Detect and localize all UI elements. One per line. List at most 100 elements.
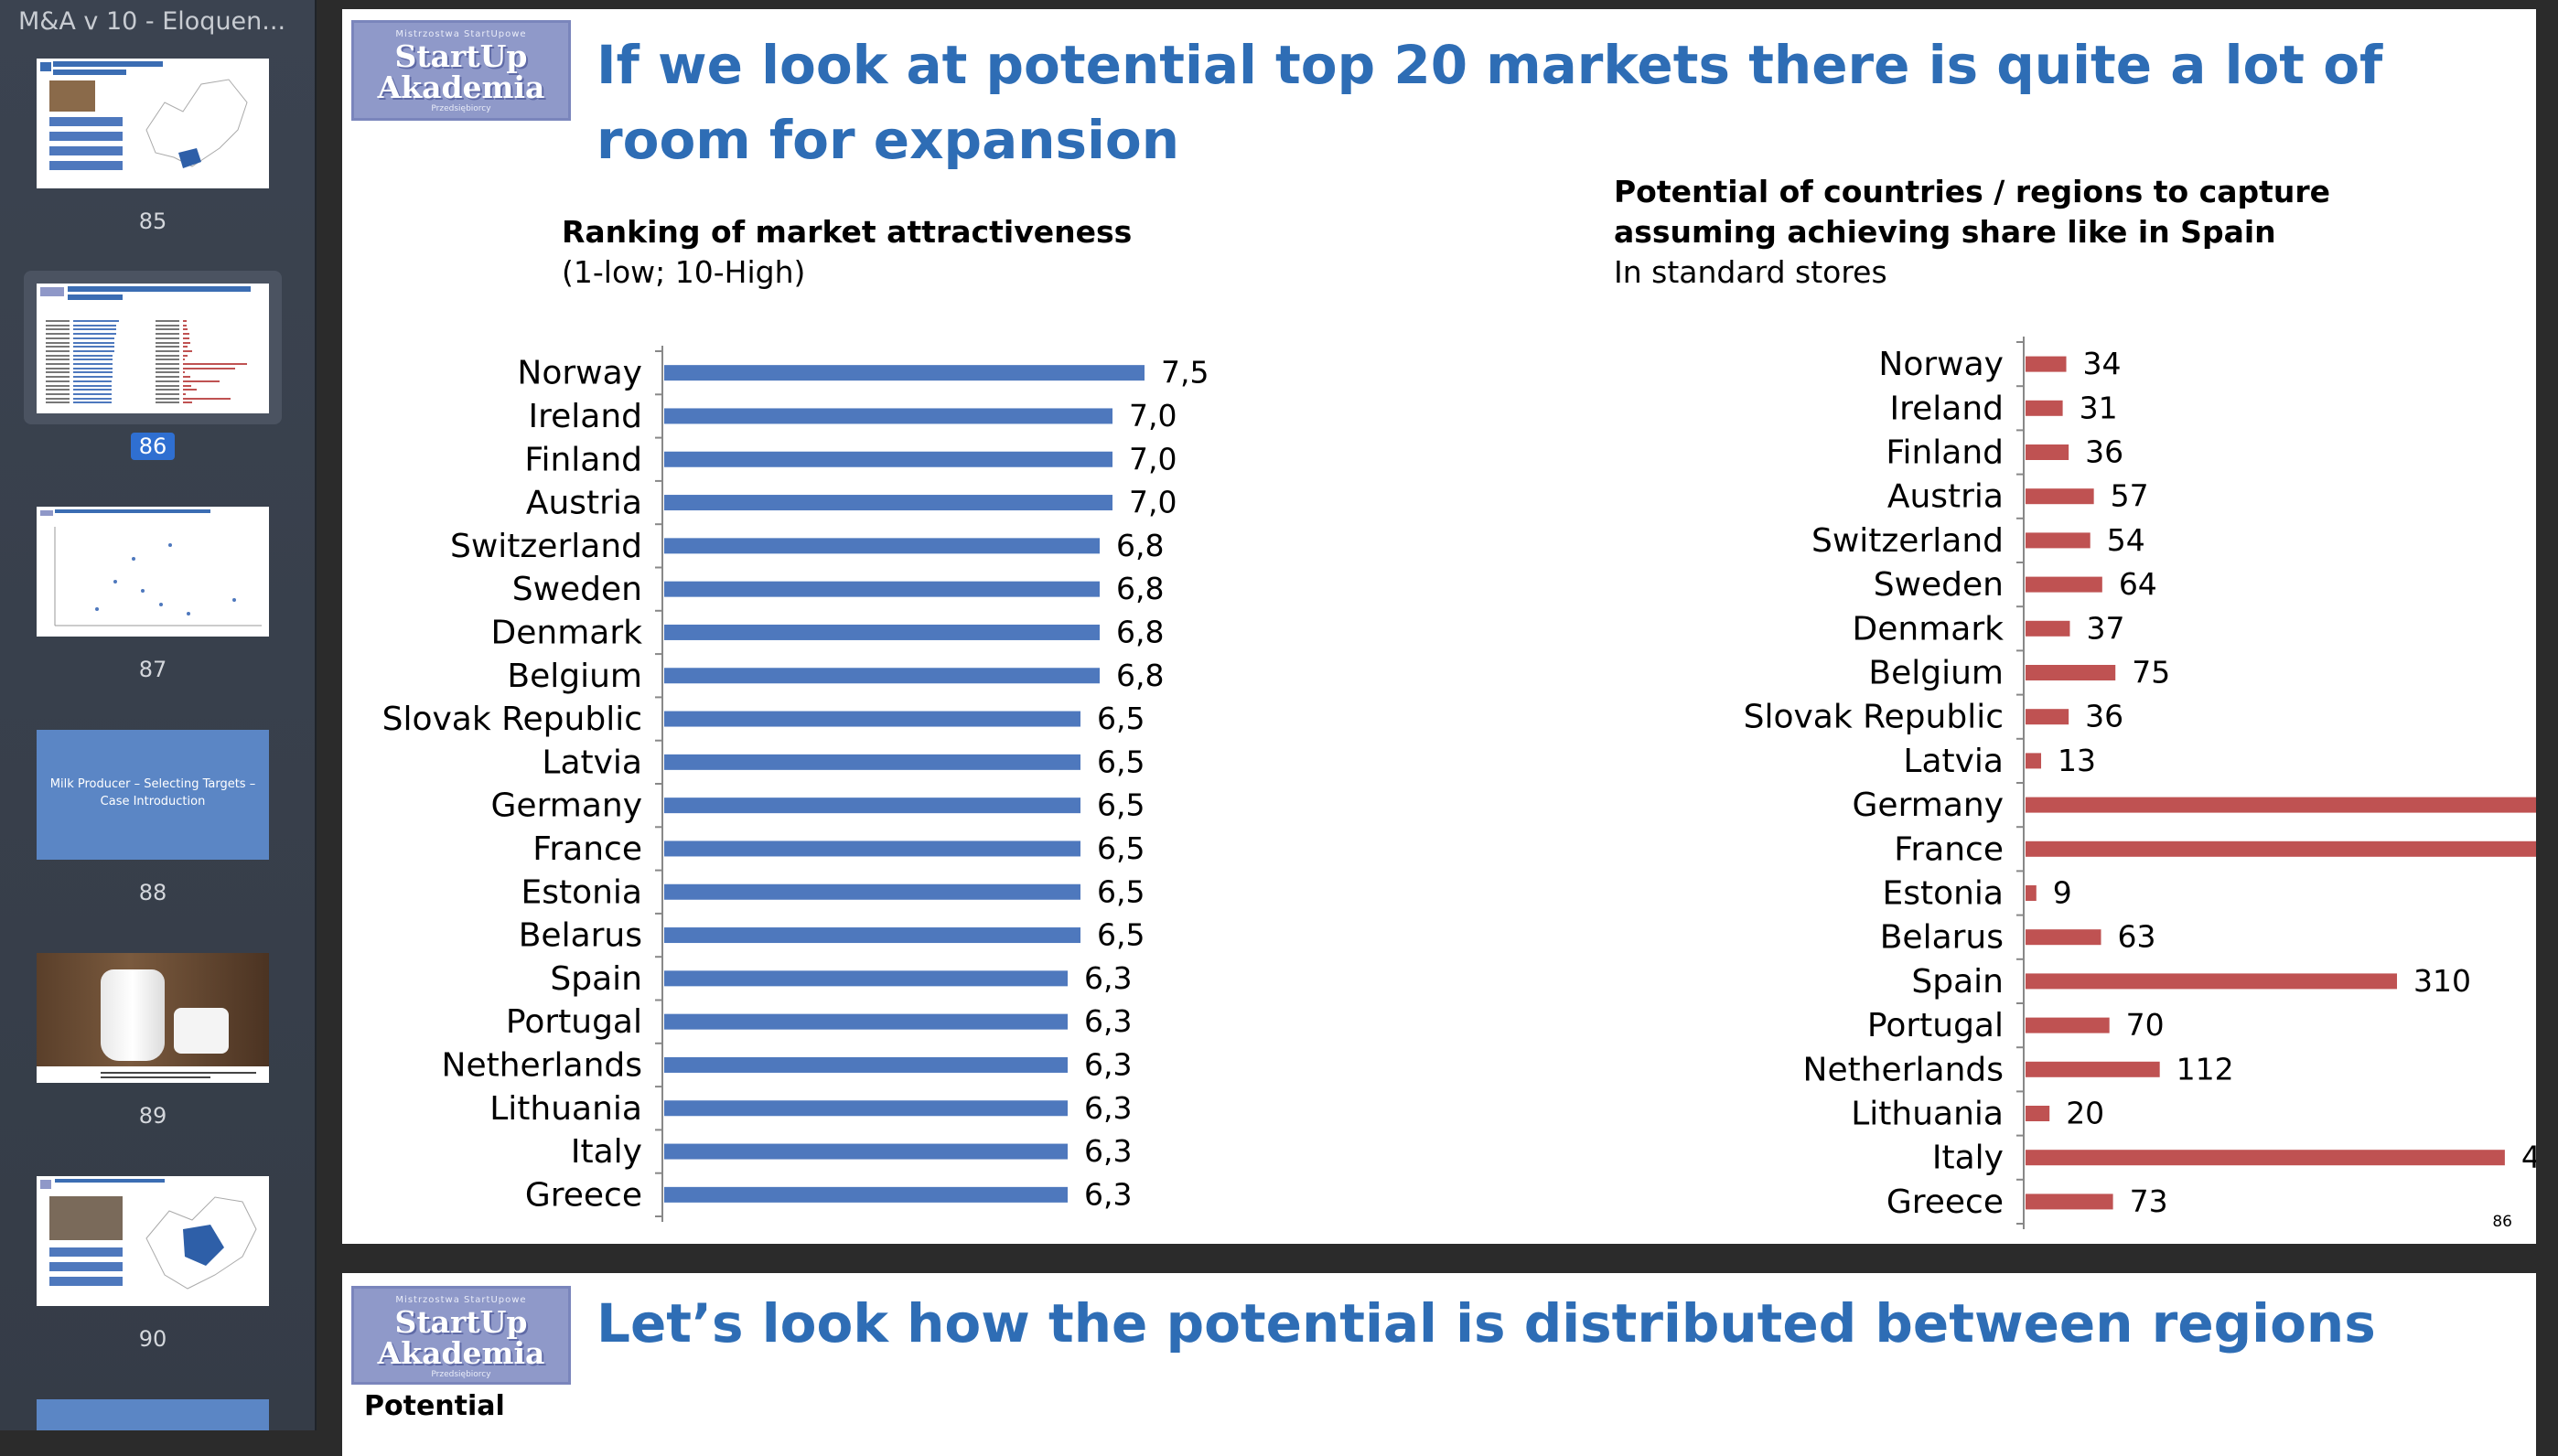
market-attractiveness-chart[interactable]: Norway 7,5 Ireland 7,0 Finland 7,0 Austria 7,0 S… xyxy=(342,338,1257,1235)
bar-sweden[interactable] xyxy=(664,581,1100,597)
slide-title[interactable]: If we look at potential top 20 markets t… xyxy=(597,34,2383,171)
bar-greece[interactable] xyxy=(2026,1194,2113,1210)
mini-bar xyxy=(183,371,185,374)
mini-label xyxy=(156,354,179,357)
bar-austria[interactable] xyxy=(2026,488,2094,505)
category-label-finland: Finland xyxy=(1886,434,2004,472)
bar-slovak-republic[interactable] xyxy=(2026,709,2069,725)
right-chart-header[interactable]: Potential of countries / regions to capt… xyxy=(1614,172,2437,293)
mini-label xyxy=(156,389,179,391)
category-label-netherlands: Netherlands xyxy=(1803,1051,2004,1088)
data-label-lithuania: 6,3 xyxy=(1084,1090,1132,1126)
bar-spain[interactable] xyxy=(664,970,1068,987)
data-label-belarus: 63 xyxy=(2118,919,2156,955)
mini-bar xyxy=(73,333,116,336)
bar-norway[interactable] xyxy=(664,365,1145,381)
category-label-germany: Germany xyxy=(491,787,642,825)
category-label-norway: Norway xyxy=(517,355,642,392)
bar-latvia[interactable] xyxy=(2026,753,2042,769)
mini-label xyxy=(46,367,70,369)
mini-label xyxy=(46,320,70,322)
bar-ireland[interactable] xyxy=(2026,400,2063,416)
mini-label xyxy=(156,380,179,382)
bar-switzerland[interactable] xyxy=(2026,532,2090,549)
data-label-netherlands: 6,3 xyxy=(1084,1046,1132,1082)
bar-denmark[interactable] xyxy=(2026,620,2070,637)
mini-bar xyxy=(183,401,192,404)
map-icon xyxy=(145,79,248,168)
category-label-denmark: Denmark xyxy=(1853,610,2004,648)
thumbnail-image: Milk Producer – Selecting Targets – Case… xyxy=(37,730,269,860)
bar-lithuania[interactable] xyxy=(664,1100,1068,1117)
startup-akademia-logo: Mistrzostwa StartUpowe StartUp Akademia … xyxy=(351,1286,571,1385)
bar-portugal[interactable] xyxy=(664,1013,1068,1030)
next-slide-preview[interactable]: Mistrzostwa StartUpowe StartUp Akademia … xyxy=(342,1273,2536,1456)
category-label-france: France xyxy=(532,830,642,868)
data-label-belarus: 6,5 xyxy=(1097,917,1145,953)
category-label-estonia: Estonia xyxy=(521,873,642,911)
bar-sweden[interactable] xyxy=(2026,576,2102,593)
mini-bar xyxy=(73,397,112,400)
bar-latvia[interactable] xyxy=(664,754,1080,770)
potential-capture-chart[interactable]: Norway 34 Ireland 31 Finland 36 Austria 57 Switz… xyxy=(1394,329,2536,1235)
bar-france[interactable] xyxy=(664,840,1080,857)
mini-label xyxy=(156,337,179,339)
mini-bar xyxy=(73,367,113,369)
bar-netherlands[interactable] xyxy=(664,1056,1068,1073)
bar-lithuania[interactable] xyxy=(2026,1106,2050,1121)
category-label-portugal: Portugal xyxy=(1867,1007,2004,1044)
bar-finland[interactable] xyxy=(664,451,1112,467)
data-label-belgium: 6,8 xyxy=(1116,658,1164,693)
bar-portugal[interactable] xyxy=(2026,1017,2110,1033)
slide-thumbnail-next[interactable] xyxy=(37,1399,269,1430)
mini-label xyxy=(156,392,179,395)
category-label-italy: Italy xyxy=(571,1133,642,1171)
bar-norway[interactable] xyxy=(2026,356,2067,372)
mini-label xyxy=(156,320,179,322)
category-label-lithuania: Lithuania xyxy=(1851,1096,2004,1133)
bar-estonia[interactable] xyxy=(2026,885,2037,901)
mini-label xyxy=(46,333,70,336)
bar-belgium[interactable] xyxy=(664,668,1100,684)
document-title: M&A v 10 - Eloquen... xyxy=(18,7,286,36)
bar-belarus[interactable] xyxy=(664,927,1080,944)
mini-label xyxy=(156,367,179,369)
bar-germany[interactable] xyxy=(664,798,1080,814)
mini-label xyxy=(46,354,70,357)
mini-bar xyxy=(183,324,188,327)
category-label-slovak-republic: Slovak Republic xyxy=(1744,699,2004,736)
bar-italy[interactable] xyxy=(2026,1150,2505,1166)
bar-finland[interactable] xyxy=(2026,444,2069,460)
data-label-portugal: 6,3 xyxy=(1084,1003,1132,1039)
bar-france[interactable] xyxy=(2026,840,2536,857)
category-label-netherlands: Netherlands xyxy=(442,1046,642,1084)
mini-label xyxy=(46,380,70,382)
next-slide-label: Potential xyxy=(364,1390,505,1422)
category-label-sweden: Sweden xyxy=(512,571,642,608)
bar-estonia[interactable] xyxy=(664,883,1080,900)
bar-belgium[interactable] xyxy=(2026,665,2116,680)
category-label-sweden: Sweden xyxy=(1874,566,2004,604)
bar-italy[interactable] xyxy=(664,1143,1068,1160)
category-label-switzerland: Switzerland xyxy=(450,528,642,565)
left-chart-header[interactable]: Ranking of market attractiveness (1-low;… xyxy=(562,212,1132,293)
bar-austria[interactable] xyxy=(664,495,1112,511)
bar-belarus[interactable] xyxy=(2026,929,2101,946)
bar-greece[interactable] xyxy=(664,1186,1068,1203)
bar-switzerland[interactable] xyxy=(664,538,1100,554)
bar-ireland[interactable] xyxy=(664,408,1112,424)
mini-bar xyxy=(183,341,191,344)
bar-denmark[interactable] xyxy=(664,624,1100,640)
bar-spain[interactable] xyxy=(2026,973,2398,990)
category-label-france: France xyxy=(1894,830,2004,868)
bar-slovak-republic[interactable] xyxy=(664,711,1080,727)
category-label-italy: Italy xyxy=(1932,1140,2004,1177)
mini-bar xyxy=(73,392,112,395)
bar-netherlands[interactable] xyxy=(2026,1061,2160,1077)
right-chart-subtitle: In standard stores xyxy=(1614,254,1887,290)
bar-germany[interactable] xyxy=(2026,797,2536,813)
category-label-spain: Spain xyxy=(1911,963,2004,1001)
mini-label xyxy=(46,363,70,365)
data-label-ireland: 31 xyxy=(2080,390,2118,425)
thumbnail-image xyxy=(37,1176,269,1306)
